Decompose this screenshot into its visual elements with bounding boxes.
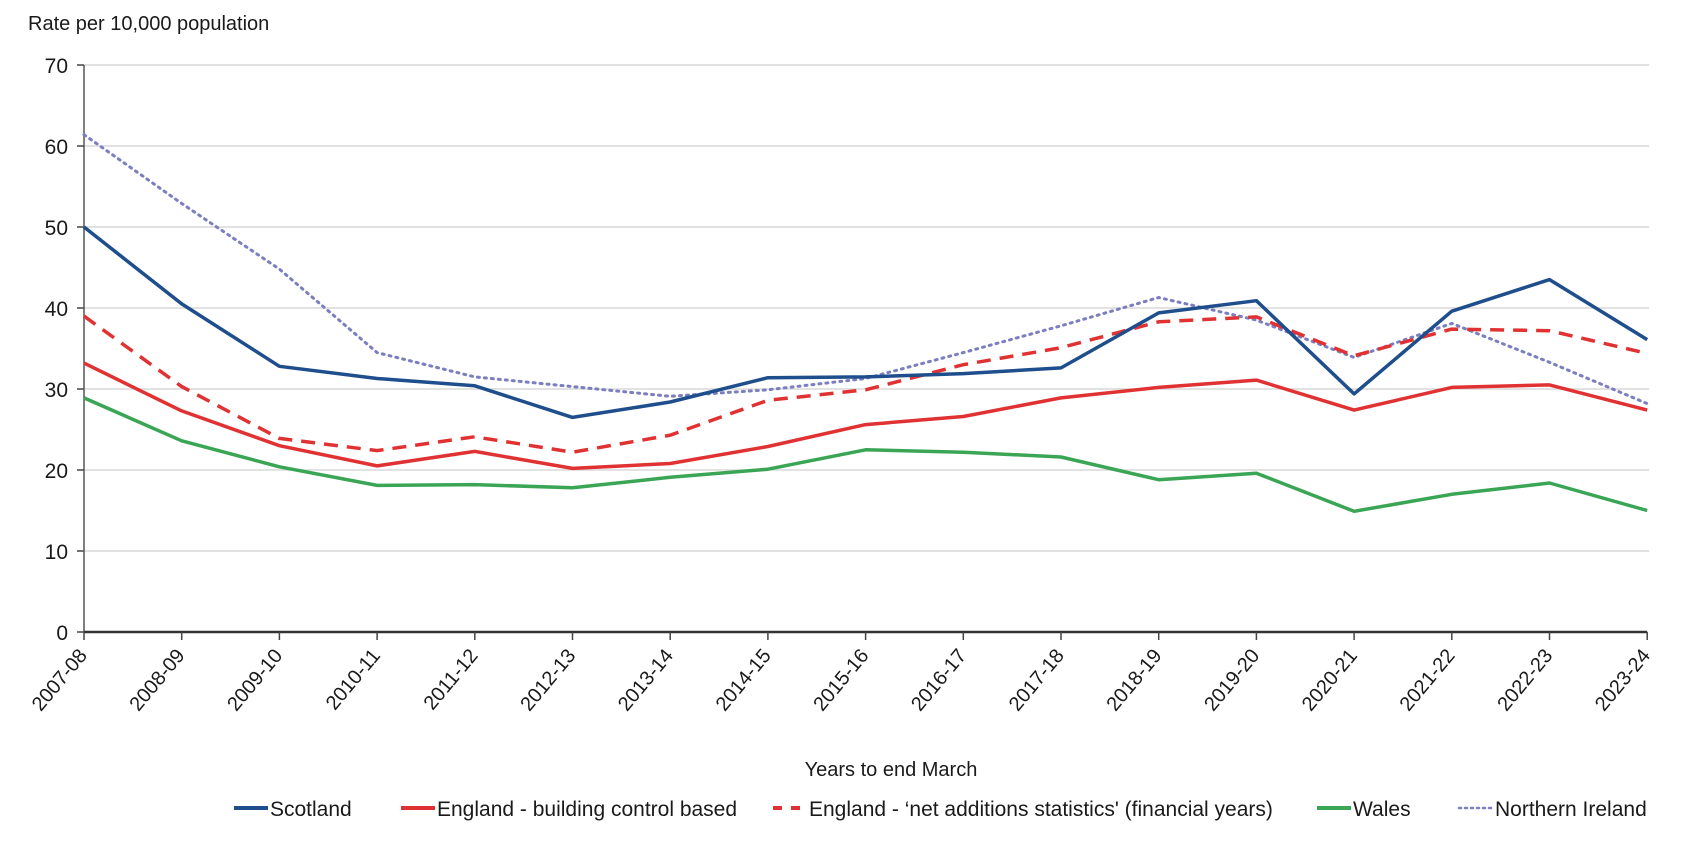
x-tick-label: 2008-09 — [125, 645, 189, 715]
x-tick-label: 2019-20 — [1200, 645, 1264, 715]
y-tick-label: 50 — [45, 217, 68, 240]
x-tick-label: 2010-11 — [322, 645, 385, 714]
y-tick-label: 0 — [56, 622, 68, 645]
x-tick-label: 2021-22 — [1396, 645, 1460, 715]
legend-label: Scotland — [270, 798, 352, 821]
legend-item: Northern Ireland — [1457, 798, 1647, 821]
legend-label: England - building control based — [437, 798, 737, 821]
x-tick-label: 2017-18 — [1005, 645, 1069, 715]
x-axis: 2007-08 2008-09 2009-10 2010-11 2011-12 2012-… — [28, 630, 1655, 715]
legend-item: England - ‘net additions statistics' (fi… — [773, 798, 1273, 821]
y-tick-label: 30 — [45, 379, 68, 402]
x-tick-label: 2022-23 — [1493, 645, 1557, 715]
legend-item: England - building control based — [401, 798, 737, 821]
y-tick-label: 60 — [45, 136, 68, 159]
legend-label: Northern Ireland — [1495, 798, 1647, 821]
x-tick-label: 2009-10 — [223, 645, 287, 715]
y-tick-label: 40 — [45, 298, 68, 321]
y-tick-label: 10 — [45, 541, 68, 564]
y-axis: 0 10 20 30 40 50 60 70 — [45, 55, 85, 645]
y-tick-label: 20 — [45, 460, 68, 483]
series-line-scotland — [82, 225, 1649, 420]
legend-item: Scotland — [234, 798, 352, 821]
x-tick-label: 2015-16 — [809, 645, 873, 715]
x-tick-label: 2020-21 — [1298, 645, 1362, 715]
series-line-england-net-additions-statistics-financial-years — [82, 314, 1648, 454]
x-tick-label: 2013-14 — [614, 645, 678, 715]
series-line-northern-ireland — [82, 133, 1649, 406]
x-axis-title: Years to end March — [805, 759, 978, 781]
x-tick-label: 2016-17 — [907, 645, 971, 715]
y-tick-label: 70 — [45, 55, 68, 78]
series-line-wales — [83, 396, 1648, 514]
x-tick-label: 2007-08 — [28, 645, 92, 715]
x-tick-label: 2011-12 — [420, 645, 483, 714]
x-tick-label: 2012-13 — [516, 645, 580, 715]
legend-label: England - ‘net additions statistics' (fi… — [809, 798, 1273, 821]
series-lines — [82, 133, 1649, 514]
legend: Scotland England - building control based… — [234, 798, 1647, 821]
series-line-england-building-control-based — [83, 361, 1648, 471]
y-axis-title: Rate per 10,000 population — [28, 13, 269, 35]
x-tick-label: 2018-19 — [1102, 645, 1166, 715]
x-tick-label: 2023-24 — [1591, 645, 1655, 715]
gridlines — [84, 64, 1650, 552]
legend-item: Wales — [1317, 798, 1411, 821]
legend-label: Wales — [1353, 798, 1411, 821]
x-tick-label: 2014-15 — [712, 645, 776, 715]
